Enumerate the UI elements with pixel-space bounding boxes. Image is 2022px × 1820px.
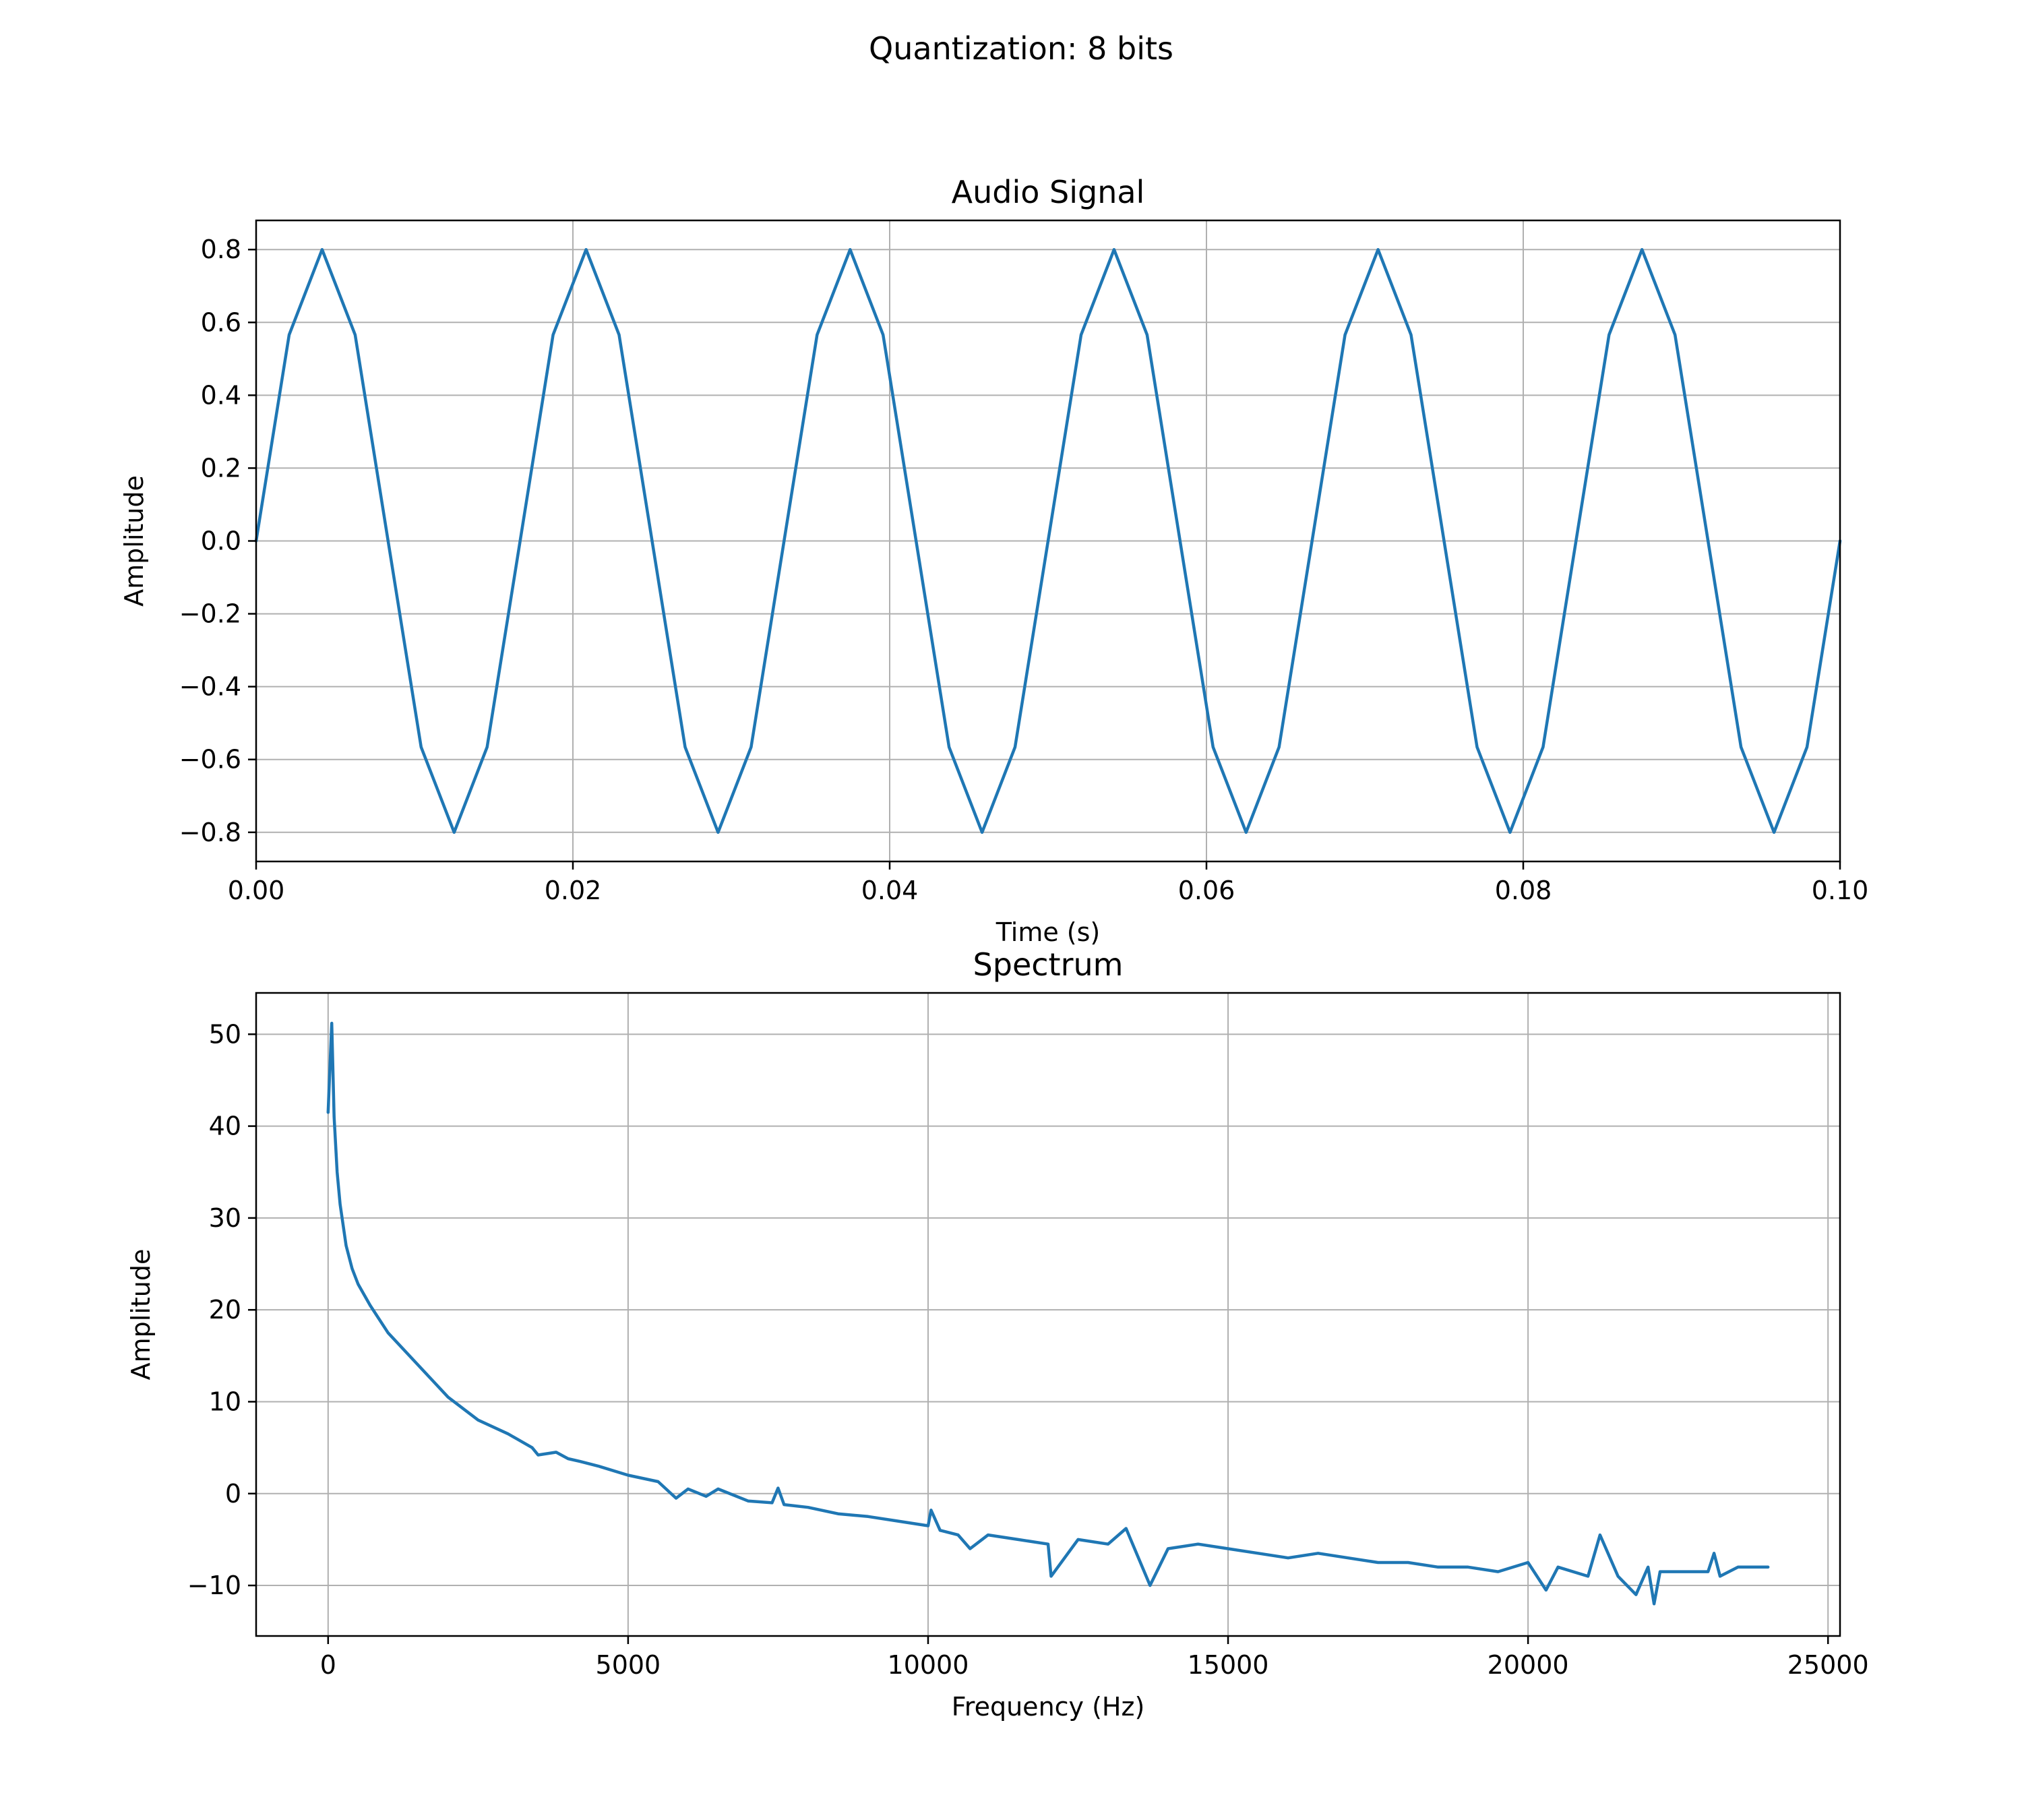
audio-signal-y-tick-label: −0.6 [179, 745, 241, 775]
audio-signal-x-tick-label: 0.06 [1178, 876, 1235, 905]
spectrum-x-axis-label: Frequency (Hz) [952, 1692, 1145, 1722]
audio-signal-series-line [254, 247, 1842, 835]
audio-signal-y-tick-label: 0.8 [201, 235, 241, 264]
audio-signal-y-tick-label: −0.2 [179, 599, 241, 629]
spectrum-y-tick-label: 30 [209, 1203, 241, 1233]
spectrum-x-tick-label: 15000 [1188, 1650, 1269, 1680]
audio-signal-y-tick-label: 0.2 [201, 453, 241, 483]
spectrum-y-tick-label: 20 [209, 1295, 241, 1325]
spectrum-title: Spectrum [973, 946, 1124, 983]
spectrum-y-tick-label: 50 [209, 1019, 241, 1049]
audio-signal-x-tick-label: 0.02 [545, 876, 602, 905]
spectrum-x-tick-label: 10000 [888, 1650, 969, 1680]
spectrum-x-tick-label: 20000 [1488, 1650, 1569, 1680]
audio-signal-x-tick-label: 0.08 [1495, 876, 1552, 905]
spectrum-y-tick-label: −10 [187, 1571, 241, 1600]
spectrum-series-line [326, 1021, 1770, 1606]
spectrum-y-tick-label: 40 [209, 1112, 241, 1141]
audio-signal-y-tick-label: 0.6 [201, 307, 241, 337]
spectrum-axes-frame [255, 992, 1841, 1637]
audio-signal-x-tick-label: 0.00 [228, 876, 285, 905]
spectrum-y-tick-label: 0 [225, 1479, 241, 1509]
audio-signal-x-tick-label: 0.10 [1812, 876, 1869, 905]
spectrum-y-tick-label: 10 [209, 1387, 241, 1416]
spectrum-x-tick-label: 5000 [596, 1650, 661, 1680]
figure-suptitle: Quantization: 8 bits [869, 30, 1173, 67]
spectrum-x-tick-label: 25000 [1787, 1650, 1869, 1680]
audio-signal-chart: 0.00 0.02 0.04 0.06 0.08 0.10 −0.8 −0.6 −0.4 −0.2… [119, 174, 1868, 947]
audio-signal-x-axis-label: Time (s) [995, 917, 1101, 947]
spectrum-x-tick-label: 0 [320, 1650, 336, 1680]
audio-signal-y-axis-label: Amplitude [119, 475, 149, 607]
audio-signal-y-tick-label: −0.4 [179, 672, 241, 702]
audio-signal-x-tick-label: 0.04 [861, 876, 919, 905]
audio-signal-y-tick-label: 0.4 [201, 380, 241, 410]
spectrum-chart: 0 5000 10000 15000 20000 25000 −10 0 10 20 30 40 50 S… [126, 946, 1869, 1722]
audio-signal-y-tick-label: 0.0 [201, 526, 241, 556]
spectrum-y-axis-label: Amplitude [126, 1249, 156, 1381]
audio-signal-y-tick-label: −0.8 [179, 818, 241, 847]
audio-signal-title: Audio Signal [952, 174, 1145, 210]
